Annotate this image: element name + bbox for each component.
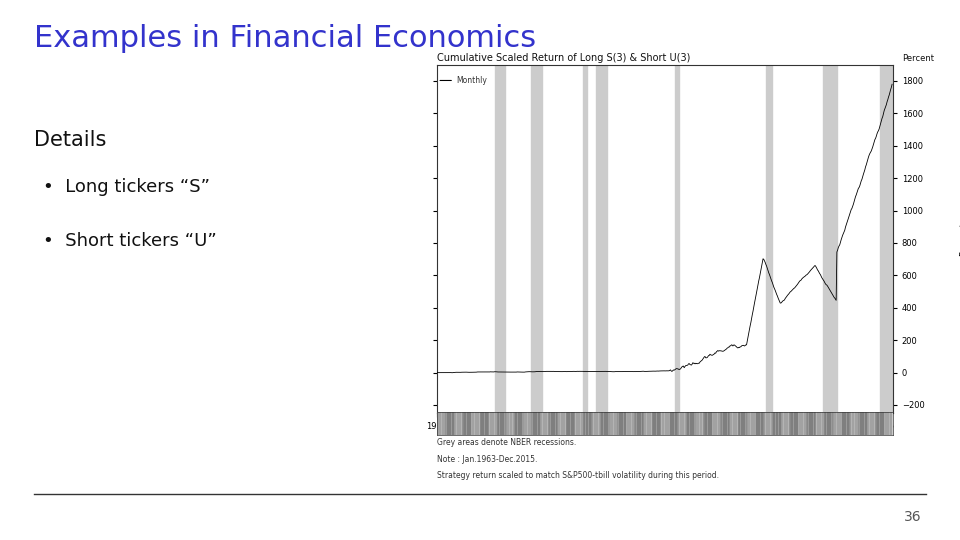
- Text: Cumulative Scaled Return of Long S(3) & Short U(3): Cumulative Scaled Return of Long S(3) & …: [437, 52, 690, 63]
- Text: •  Long tickers “S”: • Long tickers “S”: [43, 178, 210, 196]
- Text: 36: 36: [904, 510, 922, 524]
- Bar: [494, 65, 505, 413]
- Text: •  Short tickers “U”: • Short tickers “U”: [43, 232, 217, 250]
- Text: Grey areas denote NBER recessions.: Grey areas denote NBER recessions.: [437, 438, 576, 448]
- Text: Details: Details: [34, 130, 106, 150]
- Bar: [675, 65, 679, 413]
- Text: Monthly: Monthly: [456, 76, 487, 85]
- Text: Percent: Percent: [901, 54, 934, 63]
- Bar: [766, 65, 772, 413]
- Bar: [531, 65, 542, 413]
- Y-axis label: Percent: Percent: [959, 222, 960, 256]
- Bar: [596, 65, 608, 413]
- Bar: [824, 65, 837, 413]
- Text: Note : Jan.1963-Dec.2015.: Note : Jan.1963-Dec.2015.: [437, 455, 538, 464]
- Text: Examples in Financial Economics: Examples in Financial Economics: [34, 24, 536, 53]
- Bar: [583, 65, 588, 413]
- Text: Strategy return scaled to match S&P500-tbill volatility during this period.: Strategy return scaled to match S&P500-t…: [437, 471, 719, 480]
- Bar: [880, 65, 893, 413]
